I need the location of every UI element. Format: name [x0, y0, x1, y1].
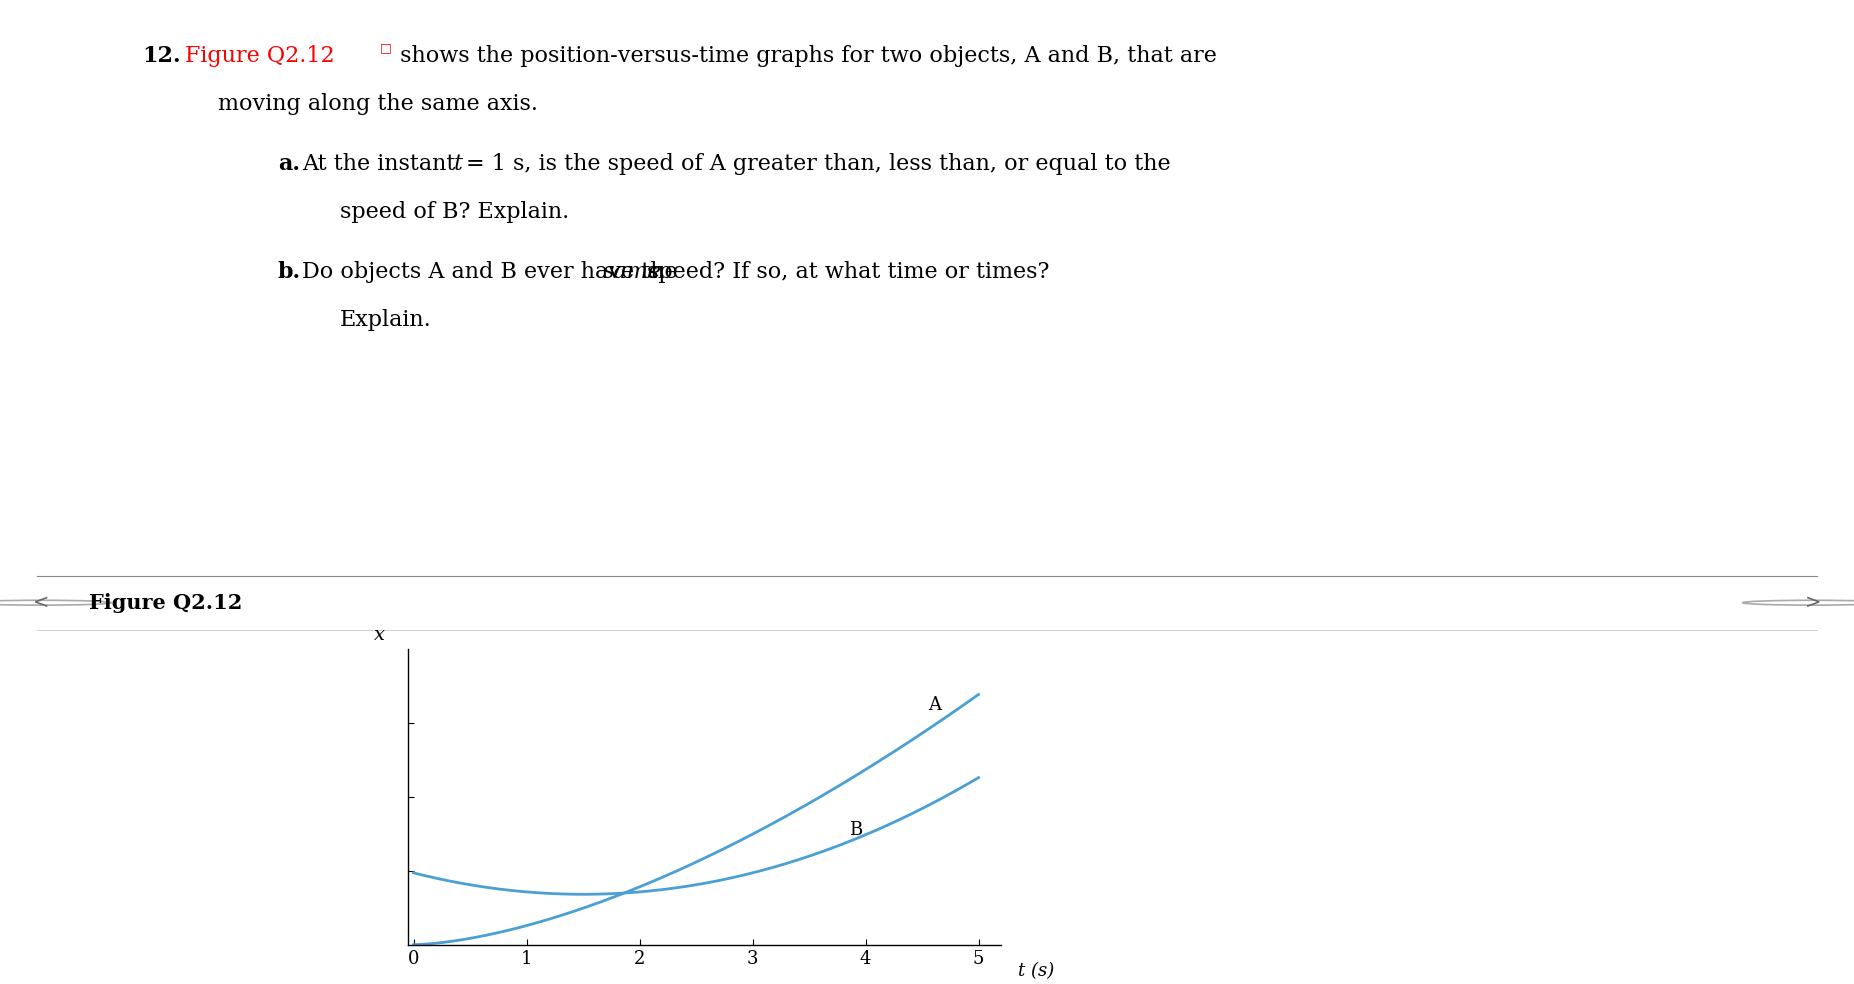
Text: a.: a. — [278, 154, 300, 175]
Text: moving along the same axis.: moving along the same axis. — [219, 93, 538, 115]
Text: shows the position-versus-time graphs for two objects, A and B, that are: shows the position-versus-time graphs fo… — [393, 45, 1216, 67]
Text: t (s): t (s) — [1018, 962, 1055, 980]
Text: <: < — [33, 593, 48, 612]
Text: A: A — [927, 696, 940, 714]
Text: = 1 s, is the speed of A greater than, less than, or equal to the: = 1 s, is the speed of A greater than, l… — [465, 154, 1170, 175]
Text: Figure Q2.12: Figure Q2.12 — [185, 45, 334, 67]
Text: speed? If so, at what time or times?: speed? If so, at what time or times? — [647, 262, 1049, 283]
Text: B: B — [849, 821, 862, 838]
Text: □: □ — [380, 41, 391, 54]
Text: At the instant: At the instant — [302, 154, 456, 175]
Text: Explain.: Explain. — [339, 309, 432, 332]
Text: same: same — [603, 262, 662, 283]
Text: b.: b. — [278, 262, 300, 283]
Text: Figure Q2.12: Figure Q2.12 — [89, 592, 243, 613]
Text: 12.: 12. — [143, 45, 180, 67]
Text: x: x — [375, 626, 386, 644]
Text: speed of B? Explain.: speed of B? Explain. — [339, 202, 569, 223]
Text: t: t — [454, 154, 464, 175]
Text: >: > — [1806, 593, 1821, 612]
Text: Do objects A and B ever have the: Do objects A and B ever have the — [302, 262, 677, 283]
